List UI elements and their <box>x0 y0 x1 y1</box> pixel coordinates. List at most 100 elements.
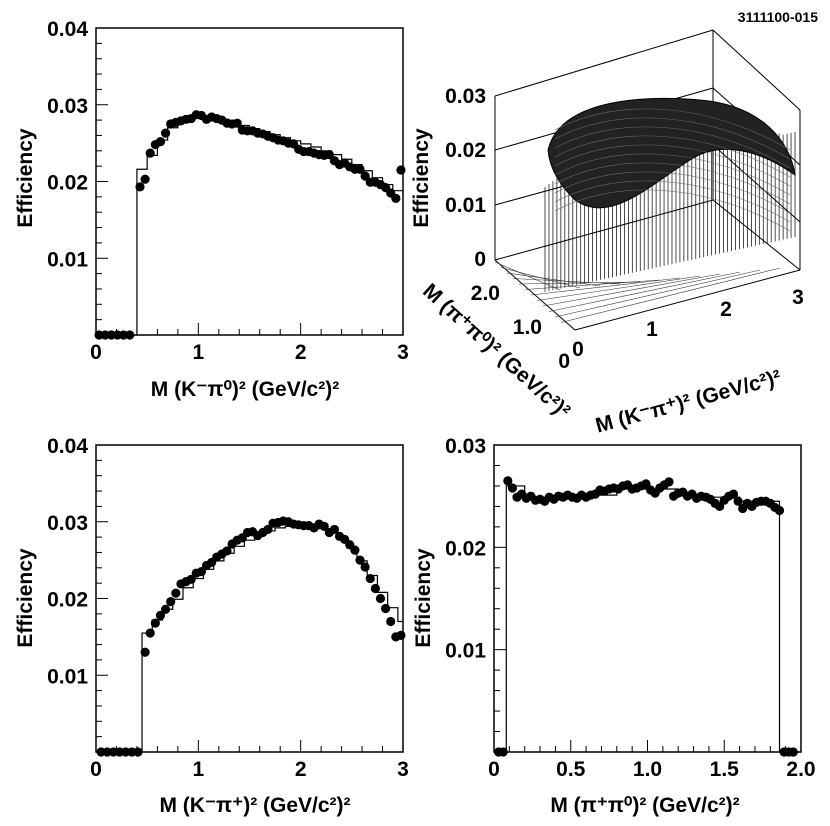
data-point <box>133 747 143 757</box>
data-point <box>498 747 508 757</box>
data-points <box>96 516 406 757</box>
x-tick-labels: 0 1 2 3 <box>572 286 804 361</box>
data-point <box>396 165 406 175</box>
x-tick-label: 1.5 <box>710 758 740 781</box>
surface-mesh-line <box>554 117 791 160</box>
y-tick-label: 0.01 <box>47 665 88 688</box>
data-point <box>360 171 370 181</box>
x-tick-label: 1 <box>192 758 204 781</box>
data-point <box>391 193 401 203</box>
tick-marks <box>493 444 802 753</box>
y-tick-label: 0.01 <box>47 248 88 271</box>
data-point <box>355 164 365 174</box>
surface-mesh-line <box>554 126 791 169</box>
y-tick-label: 0 <box>558 350 570 373</box>
y-tick-labels: 0 1.0 2.0 <box>471 282 570 373</box>
surface-floor-line <box>512 278 621 285</box>
data-point <box>365 573 375 584</box>
x-axis-label: M (K⁻π⁺)² (GeV/c²)² <box>159 794 350 817</box>
panel-bottom-left: 0 1 2 3 0.01 0.02 0.03 0.04 Efficiency M (K⁻π⁺… <box>14 435 409 817</box>
y-tick-labels: 0.01 0.02 0.03 0.04 <box>47 18 88 271</box>
data-point <box>733 496 743 506</box>
x-tick-label: 1 <box>646 318 658 341</box>
data-point <box>324 150 334 160</box>
data-point <box>370 583 380 594</box>
data-points <box>494 476 798 757</box>
y-tick-label: 1.0 <box>513 316 542 339</box>
panel-top-left: 0 1 2 3 0.01 0.02 0.03 0.04 Efficiency M (K⁻π⁰… <box>14 18 409 401</box>
data-point <box>381 603 391 614</box>
y-tick-label: 2.0 <box>471 282 500 305</box>
x-tick-labels: 0 1 2 3 <box>90 341 409 364</box>
y-tick-label: 0.02 <box>47 589 88 612</box>
z-axis-label: Efficiency <box>410 128 433 228</box>
data-point <box>145 148 155 158</box>
data-point <box>329 524 340 535</box>
z-tick-label: 0.01 <box>445 194 486 217</box>
x-axis-label: M (K⁻π⁺)² (GeV/c²)² <box>593 366 784 438</box>
x-tick-labels: 0 0.5 1.0 1.5 2.0 <box>488 758 815 781</box>
mc-histogram-line <box>96 115 403 336</box>
y-tick-label: 0.02 <box>445 537 486 560</box>
y-tick-label: 0.04 <box>47 18 88 41</box>
data-point <box>150 618 160 628</box>
x-tick-label: 0.5 <box>556 758 586 781</box>
data-point <box>155 136 166 147</box>
data-point <box>140 174 150 184</box>
data-point <box>135 182 145 192</box>
data-point <box>160 604 171 614</box>
x-tick-label: 2 <box>720 298 732 321</box>
x-tick-label: 1.0 <box>633 758 662 781</box>
data-point <box>125 330 135 340</box>
surface-mesh-line <box>554 180 791 223</box>
surface-floor-line <box>524 279 661 290</box>
z-tick-labels: 0 0.01 0.02 0.03 <box>445 85 486 271</box>
y-tick-label: 0.04 <box>47 435 88 458</box>
surface-floor-line <box>536 275 701 301</box>
data-point <box>155 610 166 620</box>
data-point <box>166 596 176 607</box>
data-points <box>94 110 406 340</box>
mc-histogram-line <box>494 485 801 753</box>
y-axis-label: Efficiency <box>14 548 37 648</box>
x-tick-labels: 0 1 2 3 <box>90 758 409 781</box>
data-point <box>788 747 798 757</box>
data-point <box>507 483 518 493</box>
x-tick-label: 2 <box>295 758 307 781</box>
x-tick-label: 0 <box>90 341 102 364</box>
surface-mesh-line <box>554 108 791 151</box>
y-axis-label: Efficiency <box>14 128 37 228</box>
surface-mesh-line <box>554 153 791 196</box>
data-point <box>360 562 370 572</box>
data-point <box>186 574 196 584</box>
panel-bottom-right: 0 0.5 1.0 1.5 2.0 0.01 0.02 0.03 Efficiency M … <box>412 435 816 817</box>
surface-mesh-line <box>554 162 791 205</box>
z-tick-label: 0.03 <box>445 85 486 108</box>
surface-mesh-line <box>554 189 791 232</box>
tick-marks <box>95 444 404 753</box>
x-tick-label: 3 <box>397 341 409 364</box>
x-tick-label: 0 <box>90 758 102 781</box>
data-point <box>728 489 739 499</box>
data-point <box>171 588 181 598</box>
x-axis-label: M (π⁺π⁰)² (GeV/c²)² <box>550 794 739 817</box>
surface-floor-line <box>554 269 761 318</box>
surface-floor-line <box>548 271 741 312</box>
x-tick-label: 0 <box>488 758 500 781</box>
data-point <box>503 476 513 486</box>
surface-floor-line <box>560 267 781 323</box>
x-tick-label: 3 <box>792 286 804 309</box>
z-tick-label: 0.02 <box>445 139 486 162</box>
y-tick-label: 0.03 <box>445 435 486 458</box>
surface-mesh-line <box>554 144 791 187</box>
panel-top-right-surface: 0 0.01 0.02 0.03 Efficiency 0 1 2 3 M (K… <box>410 29 804 438</box>
data-point <box>232 118 242 128</box>
surface-mesh-line <box>554 135 791 178</box>
surface-floor-line <box>506 272 601 287</box>
figure-id-label: 3111100-015 <box>738 9 818 25</box>
x-tick-label: 1 <box>192 341 204 364</box>
data-point <box>664 477 674 487</box>
surface-mesh-line <box>554 171 791 214</box>
y-tick-label: 0.01 <box>445 640 486 663</box>
